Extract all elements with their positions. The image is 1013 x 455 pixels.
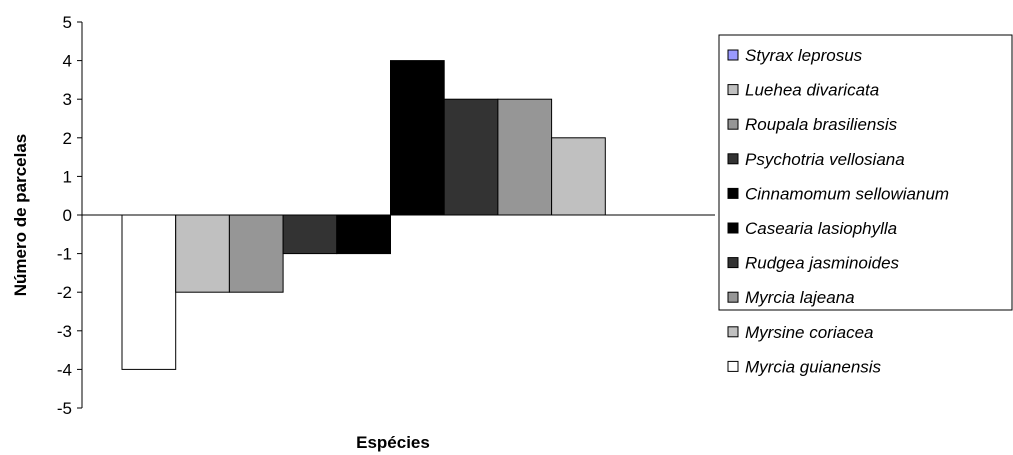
y-tick-label: 0 <box>63 206 72 225</box>
legend-label: Psychotria vellosiana <box>745 150 905 169</box>
legend-swatch <box>727 326 739 338</box>
bar-luehea-divaricata <box>551 137 606 216</box>
legend-label: Luehea divaricata <box>745 81 879 100</box>
y-tick-label: -2 <box>57 283 72 302</box>
y-axis-ticks: 5 4 3 2 1 0 -1 -2 -3 -4 -5 <box>57 13 82 418</box>
legend-swatch <box>727 291 739 303</box>
legend-swatch <box>727 360 739 372</box>
legend-label: Myrsine coriacea <box>745 323 874 342</box>
x-axis-title: Espécies <box>356 433 430 452</box>
bar-cinnamomum-sellowianum <box>390 60 445 216</box>
legend-label: Cinnamomum sellowianum <box>745 184 949 203</box>
y-tick-label: -5 <box>57 399 72 418</box>
legend-label: Rudgea jasminoides <box>745 254 900 273</box>
legend-label: Myrcia guianensis <box>745 357 882 376</box>
y-tick-label: 3 <box>63 90 72 109</box>
y-tick-label: -4 <box>57 360 72 379</box>
y-tick-label: 2 <box>63 129 72 148</box>
legend-swatch <box>727 257 739 269</box>
bar-myrcia-guianensis <box>121 214 177 370</box>
bar-myrcia-lajeana <box>228 214 284 293</box>
bar-myrsine-coriacea <box>175 214 230 293</box>
y-tick-label: -3 <box>57 322 72 341</box>
bars <box>121 60 606 370</box>
legend-label: Myrcia lajeana <box>745 288 855 307</box>
y-axis-title: Número de parcelas <box>11 134 30 297</box>
bar-rudgea-jasminoides <box>282 214 338 255</box>
legend-label: Casearia lasiophylla <box>745 219 897 238</box>
legend: Styrax leprosus Luehea divaricata Roupala … <box>718 34 1013 376</box>
legend-swatch <box>727 49 739 61</box>
y-tick-label: 5 <box>63 13 72 32</box>
bar-psychotria-vellosiana <box>443 98 499 216</box>
bar-roupala-brasiliensis <box>497 98 553 216</box>
legend-swatch <box>727 187 739 199</box>
legend-label: Styrax leprosus <box>745 46 863 65</box>
bar-casearia-lasiophylla <box>336 214 391 255</box>
legend-label: Roupala brasiliensis <box>745 115 898 134</box>
legend-swatch <box>727 118 739 130</box>
y-tick-label: 4 <box>63 52 72 71</box>
legend-swatch <box>727 153 739 165</box>
legend-swatch <box>727 222 739 234</box>
legend-box <box>718 34 1013 311</box>
legend-swatch <box>727 84 739 96</box>
y-tick-label: -1 <box>57 245 72 264</box>
y-tick-label: 1 <box>63 167 72 186</box>
